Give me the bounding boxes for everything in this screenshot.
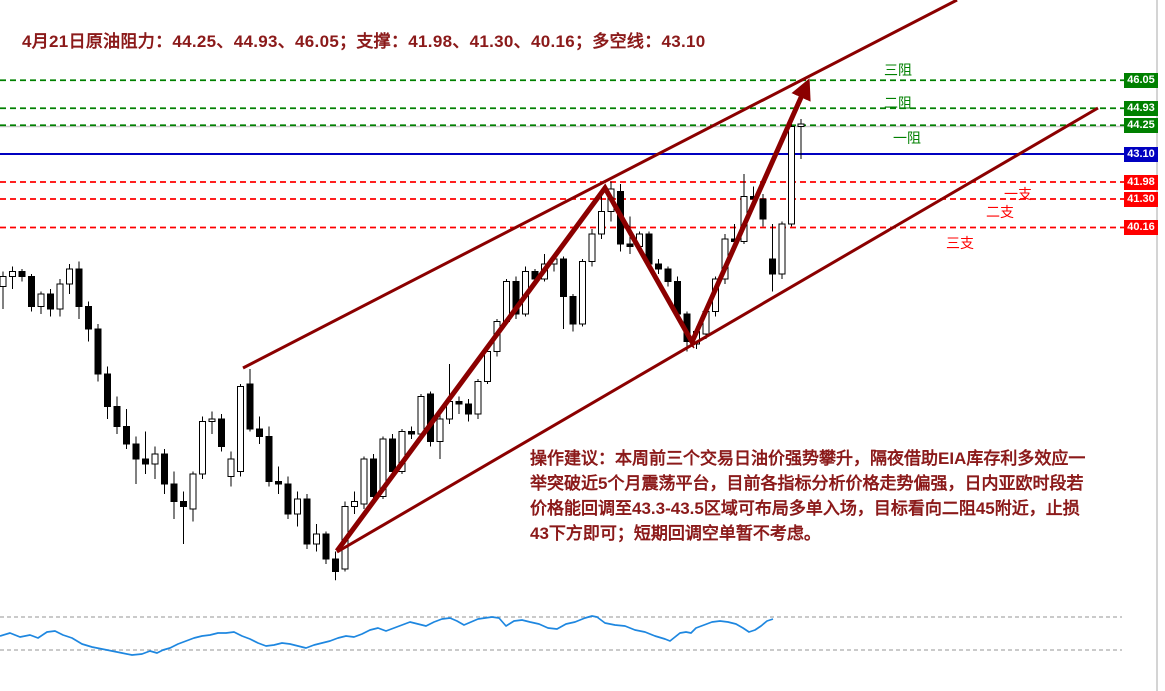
level-label-s1: 一支 <box>1004 186 1032 202</box>
page-title: 4月21日原油阻力：44.25、44.93、46.05；支撑：41.98、41.… <box>22 32 706 51</box>
level-label-s3: 三支 <box>946 235 974 251</box>
price-tag-r2: 44.93 <box>1124 101 1158 116</box>
level-label-r3: 三阻 <box>884 62 912 78</box>
price-tag-r3: 46.05 <box>1124 73 1158 88</box>
level-label-s2: 二支 <box>986 204 1014 220</box>
trade-advice-text: 操作建议：本周前三个交易日油价强势攀升，隔夜借助EIA库存利多效应一 举突破近5… <box>530 449 1086 543</box>
price-tag-s1: 41.98 <box>1124 175 1158 190</box>
price-tag-r1: 44.25 <box>1124 118 1158 133</box>
level-label-r2: 二阻 <box>884 95 912 111</box>
price-tag-s3: 40.16 <box>1124 220 1158 235</box>
price-tag-s2: 41.30 <box>1124 192 1158 207</box>
price-tag-pivot: 43.10 <box>1124 147 1158 162</box>
level-label-r1: 一阻 <box>893 130 921 146</box>
